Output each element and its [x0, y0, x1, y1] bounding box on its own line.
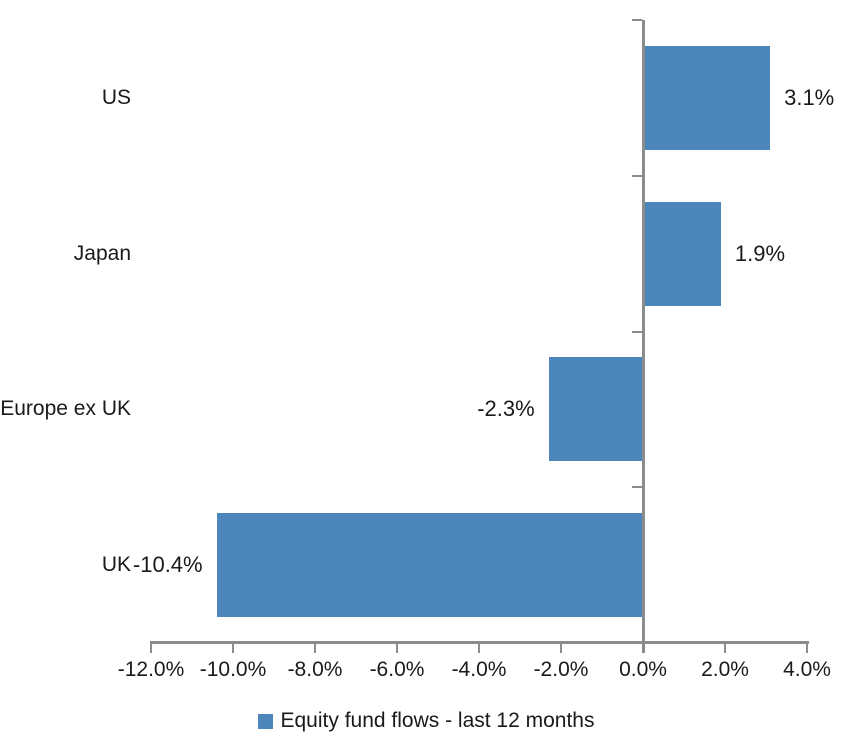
legend: Equity fund flows - last 12 months: [0, 706, 852, 736]
zero-baseline: [641, 20, 645, 653]
x-axis-label-7: 2.0%: [701, 658, 749, 681]
x-axis-label-6: 0.0%: [619, 658, 667, 681]
legend-series-label: Equity fund flows - last 12 months: [280, 709, 595, 732]
x-axis-label-0: -12.0%: [117, 658, 185, 681]
category-label-japan: Japan: [73, 241, 131, 265]
x-axis-tick-7: [724, 643, 726, 653]
category-axis-tick-2: [631, 330, 642, 333]
x-axis-label-1: -10.0%: [199, 658, 267, 681]
category-label-us: US: [101, 85, 131, 109]
value-label-uk: -10.4%: [132, 552, 203, 578]
x-axis-label-8: 4.0%: [783, 658, 831, 681]
x-axis-tick-5: [560, 643, 562, 653]
x-axis-label-4: -4.0%: [451, 658, 507, 681]
x-axis-label-5: -2.0%: [533, 658, 589, 681]
x-axis-tick-4: [478, 643, 480, 653]
value-label-japan: 1.9%: [734, 240, 786, 266]
category-axis-tick-1: [631, 174, 642, 177]
bar-japan: [643, 201, 721, 306]
x-axis-label-2: -8.0%: [287, 658, 343, 681]
x-axis-tick-1: [232, 643, 234, 653]
x-axis-tick-2: [314, 643, 316, 653]
x-axis-tick-3: [396, 643, 398, 653]
x-axis-label-3: -6.0%: [369, 658, 425, 681]
bar-us: [643, 45, 771, 150]
bar-uk: [216, 513, 643, 618]
bar-europe-ex-uk: [548, 357, 643, 462]
value-label-us: 3.1%: [784, 84, 835, 110]
x-axis-tick-0: [150, 643, 152, 653]
category-axis-tick-3: [631, 486, 642, 489]
category-label-europe-ex-uk: Europe ex UK: [0, 397, 131, 421]
legend-series-marker: [257, 713, 273, 729]
category-axis-tick-0: [631, 19, 642, 21]
value-label-europe-ex-uk: -2.3%: [477, 396, 535, 422]
category-label-uk: UK: [101, 553, 131, 577]
x-axis-line: [149, 641, 809, 644]
x-axis-tick-8: [806, 643, 808, 653]
